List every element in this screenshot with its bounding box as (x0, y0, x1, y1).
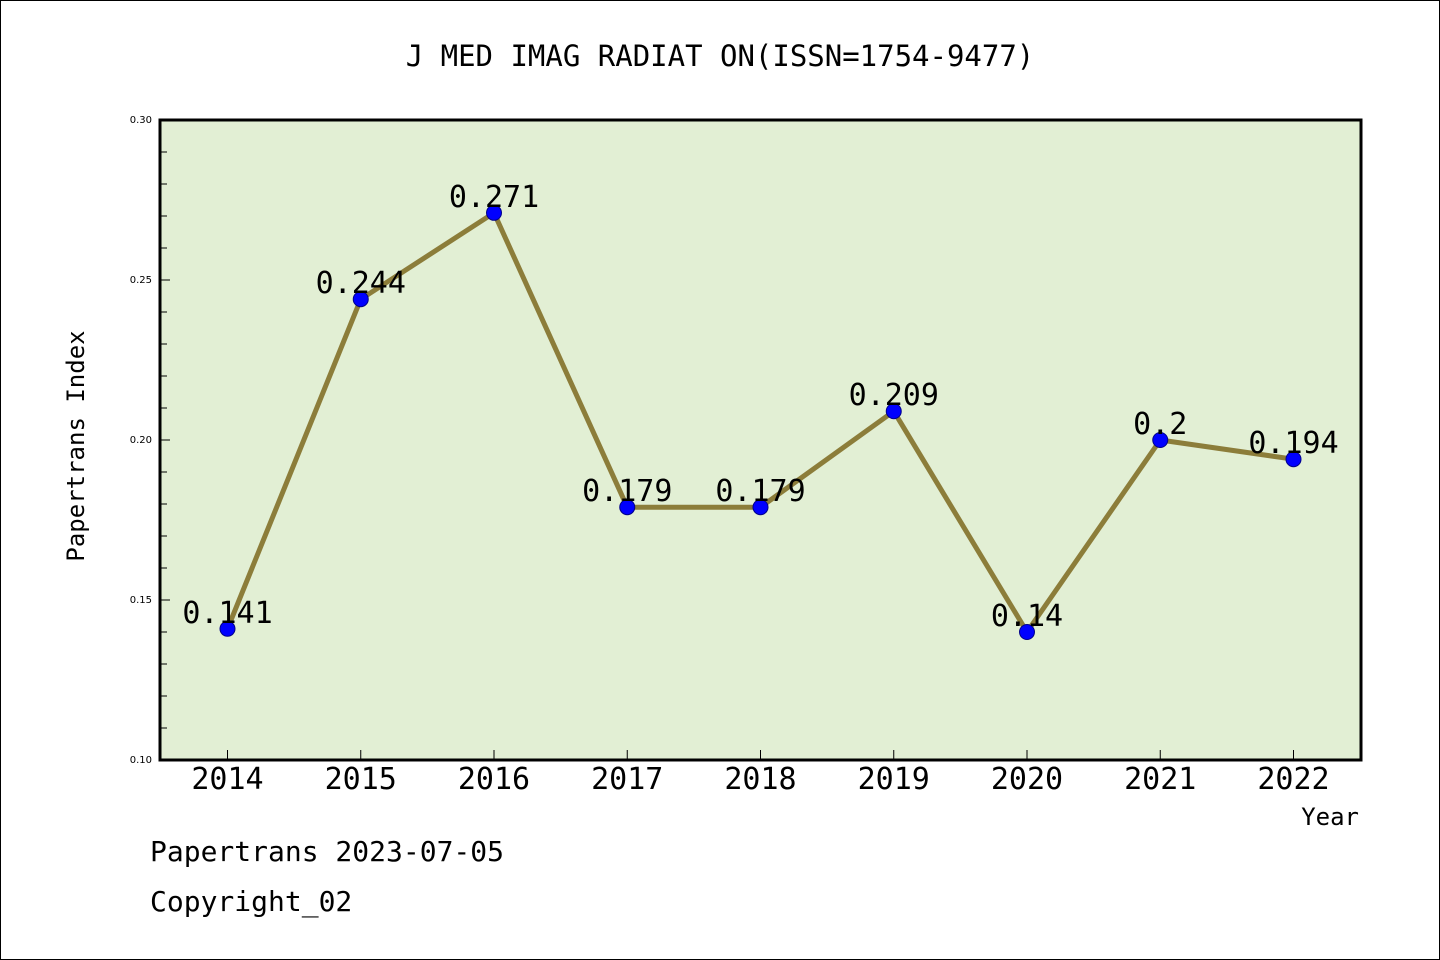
x-tick-label: 2020 (991, 762, 1063, 797)
x-axis-ticks (227, 750, 1294, 760)
y-tick-label: 0.25 (130, 275, 152, 286)
x-tick-label: 2021 (1124, 762, 1196, 797)
data-point-marker (1152, 432, 1169, 448)
x-axis-tick-labels: 2014 2015 2016 2017 2018 2019 2020 2021 2022 (191, 762, 1329, 797)
data-label: 0.141 (182, 596, 272, 631)
data-point-marker (352, 291, 369, 308)
y-tick-label: 0.10 (130, 755, 152, 766)
data-point-marker (619, 499, 636, 516)
x-tick-label: 2022 (1257, 762, 1329, 797)
y-axis-label: Papertrans Index (62, 330, 90, 561)
x-tick-label: 2015 (325, 762, 397, 797)
y-tick-label: 0.20 (130, 435, 152, 446)
x-axis-label: Year (1301, 803, 1359, 831)
data-label: 0.179 (582, 474, 672, 509)
data-label: 0.179 (715, 474, 805, 509)
data-label: 0.244 (316, 266, 406, 301)
data-labels: 0.141 0.244 0.271 0.179 0.179 0.209 0.14 0.2 0.1… (182, 180, 1338, 634)
chart-title: J MED IMAG RADIAT ON(ISSN=1754-9477) (406, 39, 1035, 73)
data-point-marker (219, 620, 236, 637)
data-point-marker (1019, 624, 1035, 640)
x-tick-label: 2018 (724, 762, 796, 797)
x-tick-label: 2016 (458, 762, 530, 797)
y-axis-tick-labels: 0.10 0.15 0.20 0.25 0.30 (130, 115, 152, 766)
data-point-marker (486, 204, 502, 221)
footer-date: Papertrans 2023-07-05 (150, 835, 505, 868)
y-tick-label: 0.15 (130, 595, 152, 606)
footer-copyright: Copyright_02 (150, 885, 353, 918)
x-tick-label: 2014 (191, 762, 263, 797)
data-point-marker (885, 403, 902, 420)
data-point-marker (1285, 451, 1302, 468)
data-label: 0.2 (1133, 407, 1187, 442)
data-label: 0.14 (991, 599, 1063, 634)
y-tick-label: 0.30 (130, 115, 152, 126)
data-markers (219, 204, 1302, 640)
data-point-marker (752, 499, 769, 516)
data-label: 0.194 (1248, 426, 1338, 461)
data-label: 0.271 (449, 180, 539, 215)
y-axis-ticks (160, 119, 170, 761)
data-label: 0.209 (849, 378, 939, 413)
x-tick-label: 2019 (858, 762, 930, 797)
x-tick-label: 2017 (591, 762, 663, 797)
